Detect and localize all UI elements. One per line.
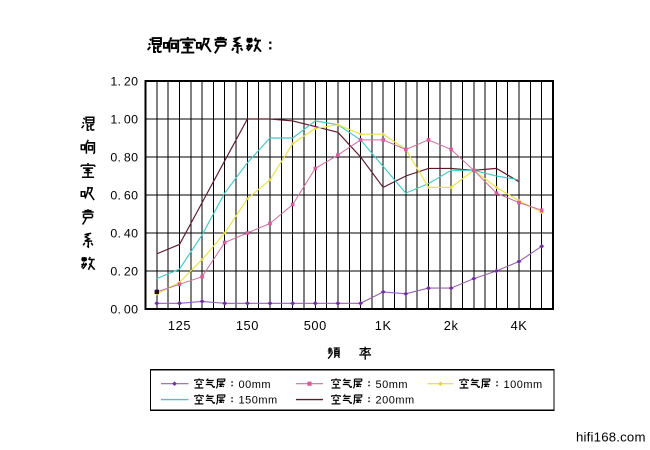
svg-text:1.20: 1. 20 — [110, 75, 138, 89]
svg-text:0.20: 0. 20 — [110, 265, 138, 279]
svg-text:125: 125 — [168, 318, 191, 333]
svg-text:0.80: 0. 80 — [110, 151, 138, 165]
svg-text:150: 150 — [236, 318, 259, 333]
svg-text:50mm: 50mm — [376, 379, 409, 391]
svg-text:0.40: 0. 40 — [110, 227, 138, 241]
svg-text:100mm: 100mm — [504, 379, 543, 391]
svg-text:00mm: 00mm — [239, 379, 272, 391]
svg-text:4K: 4K — [511, 318, 528, 333]
svg-text:1.00: 1. 00 — [110, 113, 138, 127]
svg-text:200mm: 200mm — [376, 395, 415, 407]
svg-text:150mm: 150mm — [239, 395, 278, 407]
svg-text:500: 500 — [304, 318, 327, 333]
svg-text:hifi168.com: hifi168.com — [576, 430, 646, 445]
svg-text:2k: 2k — [444, 318, 459, 333]
svg-text:0.00: 0. 00 — [110, 303, 138, 317]
svg-text:0.60: 0. 60 — [110, 189, 138, 203]
svg-text:1K: 1K — [375, 318, 392, 333]
